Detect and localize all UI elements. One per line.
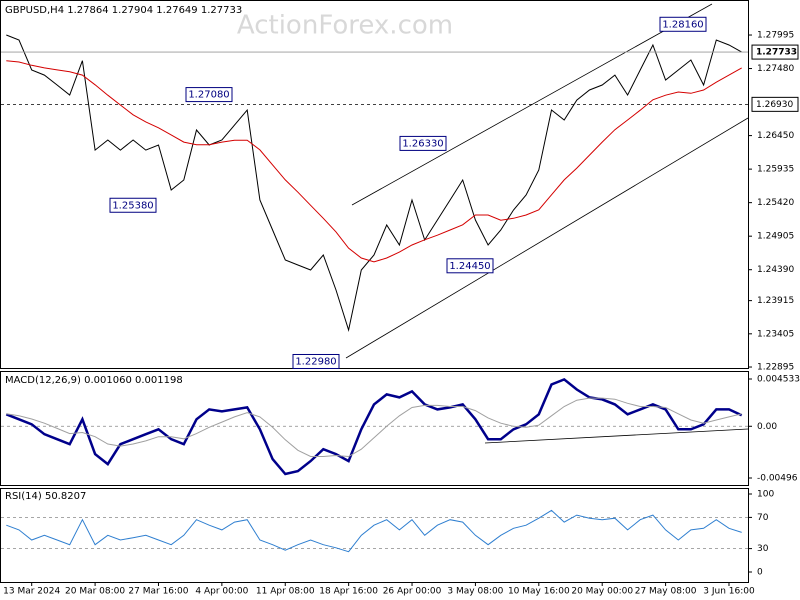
annotation-box	[399, 135, 447, 151]
y-tick-label: 1.25420	[757, 198, 794, 208]
y-tick-label: 1.23405	[757, 329, 794, 339]
x-tick-label: 18 Apr 16:00	[319, 587, 378, 597]
macd-header: MACD(12,26,9) 0.001060 0.001198	[5, 375, 183, 386]
y-tick-label: -0.00496	[757, 474, 798, 484]
annotation-label: 1.27080	[188, 90, 229, 101]
watermark: ActionForex.com	[237, 11, 453, 41]
level-box	[751, 96, 799, 112]
current-price-box	[751, 44, 799, 60]
series-line	[5, 377, 743, 476]
x-tick-label: 4 Apr 00:00	[195, 587, 248, 597]
series-line	[6, 509, 742, 553]
y-tick-label: 0	[757, 568, 763, 578]
series-line	[6, 397, 742, 458]
y-tick-label: 1.27480	[757, 64, 794, 74]
y-tick-label: 1.27995	[757, 31, 794, 41]
x-tick-label: 26 Apr 00:00	[383, 587, 442, 597]
y-tick-label: 1.24390	[757, 265, 794, 275]
annotation-label: 1.28160	[662, 19, 703, 30]
x-tick-label: 20 May 00:00	[571, 587, 633, 597]
y-tick-label: 1.23915	[757, 296, 794, 306]
price-header: GBPUSD,H4 1.27864 1.27904 1.27649 1.2773…	[5, 5, 242, 16]
rsi-header: RSI(14) 50.8207	[5, 491, 86, 502]
y-tick-label: 1.24905	[757, 232, 794, 242]
x-tick-label: 3 Jun 16:00	[703, 587, 755, 597]
x-tick-label: 20 Mar 08:00	[65, 587, 125, 597]
y-tick-label: 70	[757, 513, 769, 523]
y-tick-label: 0.004533	[757, 374, 800, 384]
annotation-box	[659, 16, 707, 32]
y-tick-label: 0.00	[757, 422, 777, 432]
channel-lower	[345, 117, 749, 359]
annotation-label: 1.24450	[449, 261, 490, 272]
y-tick-label: 30	[757, 544, 769, 554]
series-line	[6, 60, 742, 263]
macd-panel-border	[0, 371, 749, 486]
x-tick-label: 11 Apr 08:00	[256, 587, 315, 597]
annotation-box	[292, 353, 340, 369]
annotation-box	[185, 87, 233, 103]
x-tick-label: 27 May 08:00	[635, 587, 697, 597]
annotation-box	[109, 197, 157, 213]
annotation-label: 1.25380	[112, 200, 153, 211]
y-tick-label: 1.25935	[757, 165, 794, 175]
price-panel-border	[0, 0, 749, 369]
y-tick-label: 1.22895	[757, 363, 794, 373]
level-label: 1.26930	[756, 100, 793, 110]
x-tick-label: 10 May 16:00	[508, 587, 570, 597]
rsi-panel-border	[0, 488, 749, 583]
x-tick-label: 27 Mar 16:00	[128, 587, 188, 597]
current-price-label: 1.27733	[756, 48, 797, 58]
y-tick-label: 100	[757, 490, 774, 500]
annotation-label: 1.26330	[402, 138, 443, 149]
macd-trendline	[484, 428, 749, 444]
series-line	[6, 34, 742, 332]
y-tick-label: 1.26450	[757, 131, 794, 141]
annotation-label: 1.22980	[295, 356, 336, 367]
x-tick-label: 3 May 08:00	[447, 587, 503, 597]
x-tick-label: 13 Mar 2024	[3, 587, 60, 597]
annotation-box	[446, 258, 494, 274]
